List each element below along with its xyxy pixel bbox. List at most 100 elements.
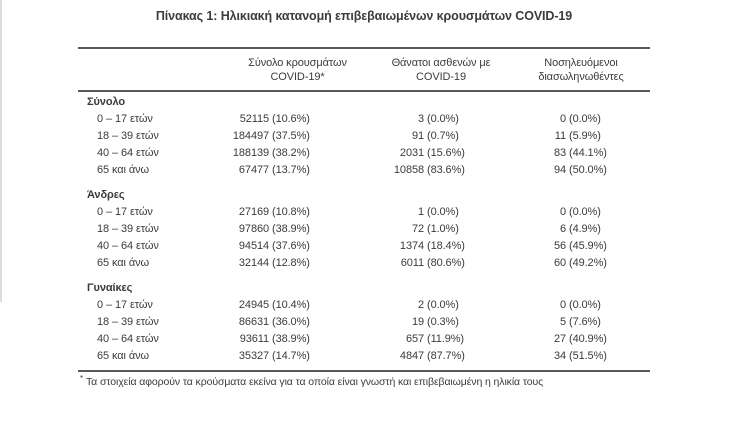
age-group-label: 0 – 17 ετών	[97, 206, 153, 218]
intubated-pct: (44.1%)	[569, 147, 607, 159]
table-row: 18 – 39 ετών 184497 (37.5%) 91 (0.7%) 11 (5…	[78, 128, 650, 145]
deaths-pct: (0.0%)	[427, 113, 459, 125]
table-row: 18 – 39 ετών 86631 (36.0%) 19 (0.3%) 5 (7.6…	[78, 314, 650, 331]
section-name: Άνδρες	[87, 189, 125, 201]
cases-count: 27169	[238, 206, 269, 218]
cases-cell: 93611 (38.9%)	[225, 331, 370, 348]
deaths-cell: 19 (0.3%)	[370, 314, 512, 331]
cases-count: 93611	[239, 333, 269, 345]
intubated-pct: (45.9%)	[569, 240, 607, 252]
intubated-count: 27	[553, 333, 566, 345]
deaths-cell: 2031 (15.6%)	[370, 145, 512, 162]
deaths-count: 3	[417, 113, 424, 125]
section-header-women: Γυναίκες	[78, 280, 650, 297]
deaths-cell: 10858 (83.6%)	[370, 162, 512, 179]
cases-count: 188139	[232, 147, 269, 159]
section-name: Σύνολο	[87, 96, 125, 108]
section-header-total: Σύνολο	[78, 94, 650, 111]
age-group-label: 0 – 17 ετών	[97, 113, 153, 125]
deaths-cell: 657 (11.9%)	[370, 331, 512, 348]
cases-count: 24945	[238, 299, 269, 311]
deaths-pct: (0.0%)	[427, 206, 459, 218]
intubated-cell: 27 (40.9%)	[512, 331, 650, 348]
deaths-count: 6011	[400, 257, 424, 269]
table-header-row: Σύνολο κρουσμάτων COVID-19* Θάνατοι ασθε…	[78, 49, 650, 90]
cases-pct: (10.8%)	[272, 206, 310, 218]
intubated-count: 56	[553, 240, 566, 252]
intubated-cell: 56 (45.9%)	[512, 238, 650, 255]
deaths-cell: 6011 (80.6%)	[370, 255, 512, 272]
deaths-count: 1374	[399, 240, 424, 252]
intubated-count: 0	[559, 206, 566, 218]
deaths-pct: (0.3%)	[427, 316, 459, 328]
cases-pct: (14.7%)	[272, 350, 310, 362]
deaths-pct: (83.6%)	[427, 164, 465, 176]
intubated-cell: 0 (0.0%)	[512, 204, 650, 221]
deaths-pct: (0.0%)	[427, 299, 459, 311]
table-row: 65 και άνω 67477 (13.7%) 10858 (83.6%) 94(…	[78, 162, 650, 179]
table-footnote: * Τα στοιχεία αφορούν τα κρούσματα εκείνα…	[80, 373, 680, 388]
covid-age-distribution-table: Σύνολο κρουσμάτων COVID-19* Θάνατοι ασθε…	[78, 47, 650, 372]
intubated-pct: (4.9%)	[569, 223, 601, 235]
deaths-count: 91	[411, 130, 424, 142]
table-row: 0 – 17 ετών 52115 (10.6%) 3 (0.0%) 0 (0.0%)	[78, 111, 650, 128]
column-header-intubated-line2: διασωληνωθέντες	[538, 70, 624, 83]
intubated-pct: (0.0%)	[569, 299, 601, 311]
intubated-cell: 0 (0.0%)	[512, 297, 650, 314]
deaths-count: 2031	[399, 147, 424, 159]
age-group-label: 40 – 64 ετών	[97, 240, 159, 252]
cases-cell: 52115 (10.6%)	[225, 111, 370, 128]
age-group-label: 40 – 64 ετών	[97, 147, 159, 159]
deaths-count: 2	[417, 299, 424, 311]
cases-pct: (10.6%)	[272, 113, 310, 125]
cases-cell: 94514 (37.6%)	[225, 238, 370, 255]
cases-cell: 97860 (38.9%)	[225, 221, 370, 238]
cases-pct: (13.7%)	[272, 164, 310, 176]
section-header-men: Άνδρες	[78, 187, 650, 204]
table-header-rule	[78, 90, 650, 92]
column-header-deaths-line1: Θάνατοι ασθενών με	[391, 56, 491, 69]
column-header-intubated-line1: Νοσηλευόμενοι	[544, 56, 618, 69]
age-group-label: 65 και άνω	[97, 164, 149, 176]
footnote-text: Τα στοιχεία αφορούν τα κρούσματα εκείνα …	[86, 376, 544, 388]
cases-pct: (10.4%)	[272, 299, 310, 311]
cases-pct: (12.8%)	[272, 257, 310, 269]
age-group-label: 18 – 39 ετών	[97, 223, 159, 235]
cases-count: 97860	[238, 223, 269, 235]
cases-cell: 35327 (14.7%)	[225, 348, 370, 365]
age-group-label: 65 και άνω	[97, 257, 149, 269]
deaths-cell: 91 (0.7%)	[370, 128, 512, 145]
intubated-count: 94	[553, 164, 566, 176]
cases-cell: 86631 (36.0%)	[225, 314, 370, 331]
intubated-count: 0	[559, 113, 566, 125]
cases-pct: (36.0%)	[272, 316, 310, 328]
cases-count: 86631	[238, 316, 269, 328]
deaths-count: 1	[417, 206, 424, 218]
intubated-pct: (40.9%)	[569, 333, 607, 345]
intubated-pct: (5.9%)	[569, 130, 601, 142]
deaths-cell: 4847 (87.7%)	[370, 348, 512, 365]
deaths-cell: 1 (0.0%)	[370, 204, 512, 221]
intubated-count: 11	[554, 130, 566, 142]
intubated-pct: (0.0%)	[569, 206, 601, 218]
intubated-count: 0	[559, 299, 566, 311]
footnote-marker: *	[80, 373, 84, 383]
deaths-cell: 3 (0.0%)	[370, 111, 512, 128]
deaths-pct: (11.9%)	[427, 333, 464, 345]
deaths-cell: 1374 (18.4%)	[370, 238, 512, 255]
cases-pct: (37.6%)	[272, 240, 310, 252]
table-row: 0 – 17 ετών 24945 (10.4%) 2 (0.0%) 0 (0.0%)	[78, 297, 650, 314]
table-body: Σύνολο 0 – 17 ετών 52115 (10.6%) 3 (0.0%) …	[78, 94, 650, 370]
page-edge-artifact	[0, 0, 2, 302]
cases-cell: 32144 (12.8%)	[225, 255, 370, 272]
intubated-cell: 83 (44.1%)	[512, 145, 650, 162]
cases-cell: 27169 (10.8%)	[225, 204, 370, 221]
table-top-rule	[78, 47, 650, 49]
intubated-pct: (50.0%)	[569, 164, 607, 176]
intubated-pct: (49.2%)	[569, 257, 607, 269]
intubated-count: 6	[559, 223, 566, 235]
table-row: 40 – 64 ετών 93611 (38.9%) 657 (11.9%) 27(…	[78, 331, 650, 348]
age-group-label: 40 – 64 ετών	[97, 333, 159, 345]
intubated-cell: 60 (49.2%)	[512, 255, 650, 272]
